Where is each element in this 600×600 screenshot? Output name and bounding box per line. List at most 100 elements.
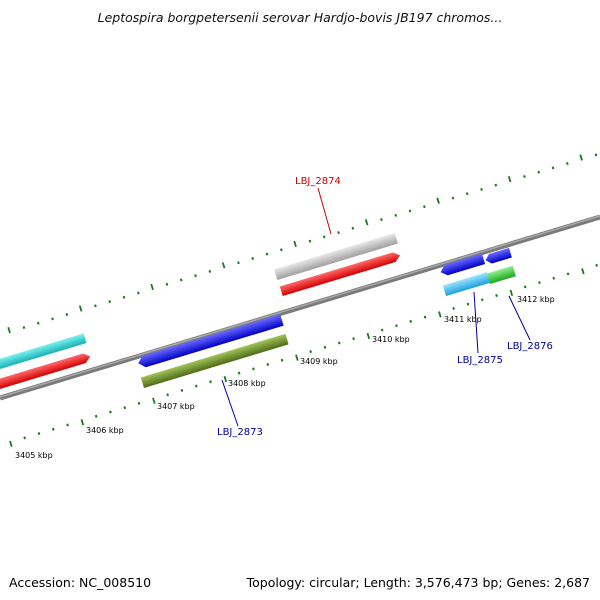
minor-tick — [452, 306, 455, 310]
tick-label: 3405 kbp — [15, 451, 53, 460]
minor-tick — [194, 274, 197, 278]
tick-label: 3410 kbp — [372, 335, 410, 344]
tick-label: 3411 kbp — [444, 315, 482, 324]
minor-tick — [394, 213, 398, 217]
gene-blue-center[interactable] — [137, 314, 284, 369]
gene-label-lbj-2874[interactable]: LBJ_2874 — [295, 176, 341, 187]
leader-lbj-2876 — [508, 295, 531, 341]
minor-tick — [337, 341, 341, 345]
minor-tick — [237, 371, 241, 375]
minor-tick — [123, 406, 127, 410]
minor-tick — [265, 252, 269, 256]
minor-tick — [352, 337, 355, 341]
minor-tick — [566, 162, 569, 166]
minor-tick — [165, 282, 169, 286]
minor-tick — [551, 166, 555, 170]
minor-tick — [409, 319, 413, 323]
minor-tick — [380, 328, 384, 332]
minor-tick — [37, 432, 41, 436]
tick-track-lower — [9, 263, 598, 447]
minor-tick — [94, 304, 97, 308]
gene-lbj-2876[interactable] — [486, 265, 516, 284]
chromosome-backbone-highlight — [0, 215, 600, 398]
leader-lbj-2874 — [317, 187, 332, 235]
minor-tick — [451, 196, 455, 200]
minor-tick — [208, 269, 212, 273]
major-tick — [295, 354, 299, 361]
gene-red-center[interactable] — [279, 251, 402, 297]
gene-label-lbj-2873[interactable]: LBJ_2873 — [217, 427, 263, 438]
chromosome-backbone — [0, 214, 600, 401]
gene-cyan-left[interactable] — [0, 333, 87, 372]
minor-tick — [122, 295, 126, 299]
map-title: Leptospira borgpetersenii serovar Hardjo… — [97, 10, 503, 25]
minor-tick — [552, 276, 556, 280]
tick-track-upper — [7, 153, 598, 334]
minor-tick — [137, 291, 140, 295]
major-tick — [438, 311, 442, 318]
minor-tick — [51, 317, 54, 321]
minor-tick — [380, 218, 383, 222]
major-tick — [152, 397, 156, 404]
minor-tick — [179, 278, 183, 282]
minor-tick — [166, 393, 169, 397]
leader-lbj-2873 — [221, 379, 239, 427]
tick-label: 3412 kbp — [517, 295, 555, 304]
topology-text: Topology: circular; Length: 3,576,473 bp… — [246, 575, 590, 590]
leader-lbj-2875 — [473, 291, 479, 354]
minor-tick — [523, 175, 526, 178]
accession-text: Accession: NC_008510 — [9, 575, 152, 590]
minor-tick — [194, 384, 198, 388]
major-tick — [9, 440, 13, 447]
minor-tick — [337, 231, 340, 235]
minor-tick — [280, 248, 283, 252]
minor-tick — [109, 410, 112, 414]
major-tick — [581, 268, 585, 275]
tick-label: 3406 kbp — [86, 426, 124, 435]
minor-tick — [65, 313, 69, 317]
minor-tick — [395, 324, 398, 328]
major-tick — [150, 283, 154, 291]
tick-label: 3408 kbp — [228, 379, 266, 388]
major-tick — [579, 154, 583, 161]
minor-tick — [137, 401, 141, 405]
minor-tick — [308, 239, 312, 243]
gene-label-lbj-2875[interactable]: LBJ_2875 — [457, 355, 503, 366]
minor-tick — [23, 436, 26, 440]
major-tick — [509, 289, 514, 297]
minor-tick — [66, 423, 69, 427]
major-tick — [293, 240, 297, 247]
minor-tick — [108, 300, 112, 304]
minor-tick — [537, 170, 541, 174]
gene-lbj-2873[interactable] — [140, 333, 289, 388]
minor-tick — [94, 414, 98, 418]
minor-tick — [494, 183, 498, 187]
minor-tick — [322, 235, 326, 239]
minor-tick — [280, 358, 284, 362]
minor-tick — [51, 427, 55, 431]
gene-lbj-2875[interactable] — [442, 272, 491, 296]
gene-label-lbj-2876[interactable]: LBJ_2876 — [507, 341, 553, 352]
major-tick — [78, 305, 83, 312]
minor-tick — [309, 350, 312, 354]
minor-tick — [22, 325, 26, 329]
tick-label: 3409 kbp — [300, 357, 338, 366]
major-tick — [7, 326, 11, 334]
major-tick — [221, 262, 226, 269]
minor-tick — [465, 192, 469, 196]
major-tick — [507, 175, 512, 183]
minor-tick — [180, 388, 184, 392]
minor-tick — [209, 380, 212, 384]
minor-tick — [538, 281, 541, 285]
gene-blue-right-2[interactable] — [484, 247, 512, 265]
gene-blue-right-1[interactable] — [439, 253, 486, 277]
major-tick — [366, 332, 371, 340]
minor-tick — [480, 298, 484, 302]
minor-tick — [495, 294, 498, 297]
minor-tick — [423, 205, 426, 209]
gene-lbj-2874[interactable] — [274, 233, 398, 280]
major-tick — [364, 219, 369, 226]
major-tick — [436, 197, 440, 204]
gene-red-left[interactable] — [0, 352, 92, 392]
